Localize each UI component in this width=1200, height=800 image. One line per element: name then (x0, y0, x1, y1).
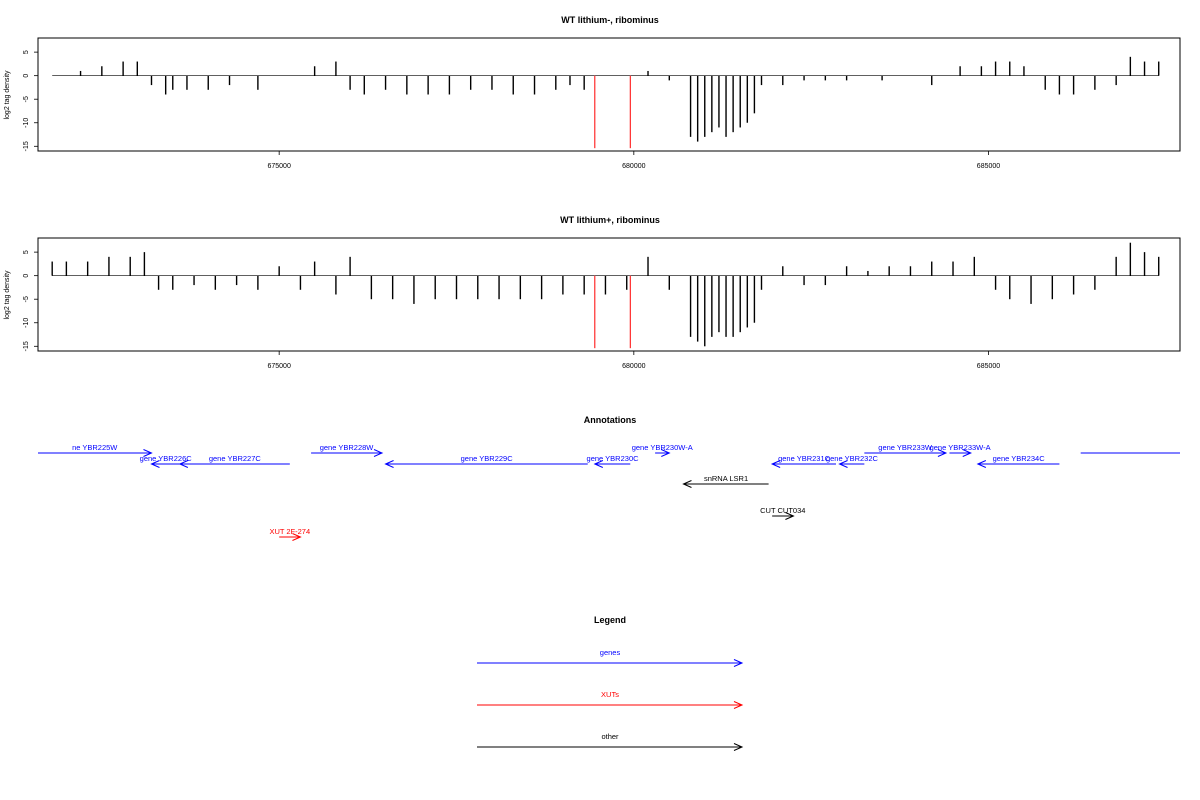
feature-arrow-head (838, 460, 848, 468)
feature-arrow-head (785, 512, 795, 520)
panel-lithium-plus: WT lithium+, ribominus log2 tag density … (4, 215, 1181, 370)
feature-label: XUT 2F-274 (269, 527, 310, 536)
annotations-title: Annotations (584, 415, 637, 425)
panel1-axes: 5 0 -5 -10 -15 675000 680000 685000 (23, 50, 1000, 170)
x-tick-label: 685000 (977, 163, 1000, 170)
x-tick-label: 680000 (622, 363, 645, 370)
annotations-panel: Annotations ne YBR225W gene YBR226C gene Y… (38, 415, 1180, 541)
feature-label: gene YBR231C (778, 454, 831, 463)
y-tick-label: 5 (23, 250, 30, 254)
panel1-bars (52, 56, 1160, 149)
feature-gene: gene YBR230W-A (632, 443, 693, 457)
panel1-ylabel: log2 tag density (4, 70, 11, 120)
x-tick-label: 685000 (977, 363, 1000, 370)
legend-panel: Legend genes XUTs other (477, 615, 744, 751)
feature-label: snRNA LSR1 (704, 474, 748, 483)
feature-label: gene YBR233W-A (930, 443, 991, 452)
legend-arrow-head (733, 743, 744, 751)
panel1-title: WT lithium-, ribominus (561, 15, 659, 25)
feature-arrow-head (373, 449, 384, 457)
x-tick-label: 680000 (622, 163, 645, 170)
feature-arrow-head (937, 449, 948, 457)
y-tick-label: -5 (23, 96, 30, 102)
feature-xut: XUT 2F-274 (269, 527, 310, 541)
panel2-frame (37, 237, 1181, 352)
legend-arrow-head (733, 659, 744, 667)
y-tick-label: -15 (23, 141, 30, 151)
legend-title: Legend (594, 615, 626, 625)
panel2-ylabel: log2 tag density (4, 270, 11, 320)
feature-arrow-head (143, 449, 153, 457)
feature-arrow-head (682, 480, 692, 488)
feature-gene: gene YBR230C (587, 454, 640, 468)
feature-gene: ne YBR225W (38, 443, 153, 457)
feature-label: gene YBR232C (826, 454, 879, 463)
feature-label: gene YBR230C (587, 454, 640, 463)
legend-item-gene: genes (477, 648, 744, 667)
legend-label: other (601, 732, 619, 741)
feature-label: gene YBR234C (993, 454, 1046, 463)
feature-label: ne YBR225W (72, 443, 118, 452)
legend-label: XUTs (601, 690, 619, 699)
y-tick-label: 0 (23, 74, 30, 78)
feature-gene: gene YBR231C (770, 454, 836, 468)
y-tick-label: 5 (23, 50, 30, 54)
feature-arrow-head (150, 460, 160, 468)
feature-gene: gene YBR234C (976, 454, 1060, 468)
feature-label: gene YBR233W (878, 443, 933, 452)
legend-items: genes XUTs other (477, 648, 744, 751)
x-tick-label: 675000 (267, 163, 290, 170)
feature-gene: gene YBR228W (311, 443, 384, 457)
panel-lithium-minus: WT lithium-, ribominus log2 tag density … (4, 15, 1181, 170)
feature-gene: gene YBR233W (864, 443, 948, 457)
x-tick-label: 675000 (267, 363, 290, 370)
feature-arrow-head (770, 460, 781, 468)
annotation-features: ne YBR225W gene YBR226C gene YBR227C gene Y… (38, 443, 1180, 541)
feature-arrow-head (178, 460, 189, 468)
feature-label: gene YBR229C (461, 454, 514, 463)
feature-arrow-head (292, 533, 302, 541)
feature-arrow-head (976, 460, 987, 468)
y-tick-label: -5 (23, 296, 30, 302)
legend-item-xut: XUTs (477, 690, 744, 709)
feature-arrow-head (384, 460, 394, 468)
y-tick-label: -15 (23, 341, 30, 351)
legend-item-other: other (477, 732, 744, 751)
panel2-axes: 5 0 -5 -10 -15 675000 680000 685000 (23, 250, 1000, 370)
feature-arrow-head (962, 449, 972, 457)
feature-label: gene YBR228W (320, 443, 375, 452)
feature-other: snRNA LSR1 (682, 474, 769, 488)
feature-arrow-head (593, 460, 604, 468)
panel2-title: WT lithium+, ribominus (560, 215, 660, 225)
y-tick-label: -10 (23, 318, 30, 328)
feature-arrow-head (661, 449, 671, 457)
panel1-frame (37, 37, 1181, 152)
feature-label: gene YBR230W-A (632, 443, 693, 452)
feature-label: gene YBR226C (140, 454, 193, 463)
feature-other: CUT CUT034 (760, 506, 805, 520)
feature-gene: gene YBR227C (178, 454, 290, 468)
legend-label: genes (600, 648, 621, 657)
y-tick-label: 0 (23, 274, 30, 278)
feature-gene: gene YBR229C (384, 454, 588, 468)
feature-gene: gene YBR233W-A (930, 443, 991, 457)
panel2-bars (51, 242, 1160, 349)
feature-gene: gene YBR226C (140, 454, 193, 468)
feature-gene: gene YBR232C (826, 454, 879, 468)
y-tick-label: -10 (23, 118, 30, 128)
feature-label: gene YBR227C (209, 454, 262, 463)
legend-arrow-head (733, 701, 744, 709)
feature-label: CUT CUT034 (760, 506, 805, 515)
